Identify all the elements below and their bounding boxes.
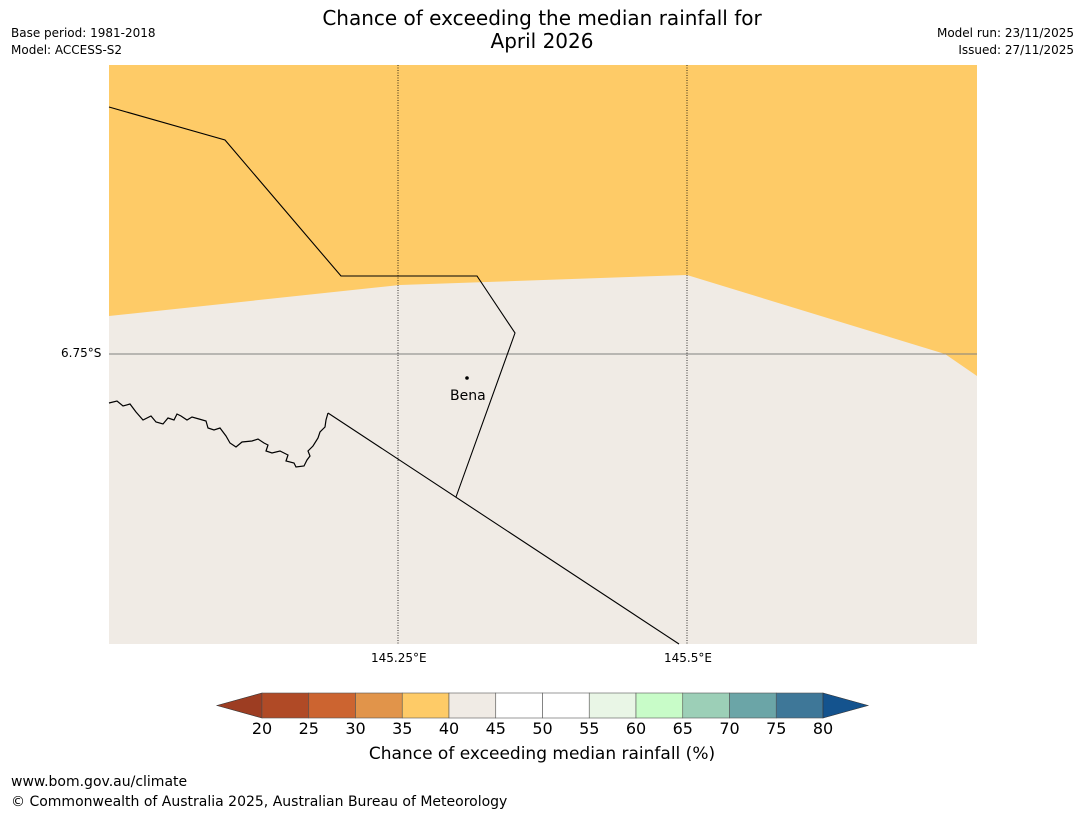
- colorbar-segment-50-55: [542, 692, 590, 719]
- colorbar-tick-25: 25: [298, 719, 319, 738]
- place-label-bena: Bena: [450, 388, 486, 404]
- colorbar-tick-45: 45: [485, 719, 506, 738]
- colorbar-segment-75-80: [775, 692, 824, 719]
- colorbar-tick-75: 75: [766, 719, 787, 738]
- colorbar-extend-over: [822, 692, 870, 719]
- colorbar-segment-60-65: [635, 692, 684, 719]
- colorbar-segment-25-30: [308, 692, 356, 719]
- province-border-south: [327, 412, 680, 645]
- lon-label-145-5: 145.5°E: [664, 651, 712, 665]
- footer-url[interactable]: www.bom.gov.au/climate: [11, 774, 188, 790]
- lat-label-6-75: 6.75°S: [61, 346, 102, 360]
- model-run: Model run: 23/11/2025: [936, 26, 1074, 40]
- title-line-1: Chance of exceeding the median rainfall …: [322, 6, 762, 30]
- colorbar-segments: [215, 692, 870, 719]
- colorbar-segment-70-75: [729, 692, 777, 719]
- colorbar-segment-35-40: [401, 692, 450, 719]
- colorbar-segment-45-50: [495, 692, 543, 719]
- issued-date: Issued: 27/11/2025: [958, 43, 1074, 57]
- title-line-2: April 2026: [490, 29, 594, 53]
- province-border-north: [108, 106, 516, 498]
- colorbar-extend-under: [215, 692, 263, 719]
- colorbar-segment-55-60: [588, 692, 637, 719]
- colorbar-tick-65: 65: [672, 719, 693, 738]
- coastline: [108, 400, 329, 468]
- meta-right: Model run: 23/11/2025 Issued: 27/11/2025: [937, 25, 1074, 59]
- colorbar-tick-30: 30: [345, 719, 366, 738]
- footer-copyright: © Commonwealth of Australia 2025, Austra…: [11, 794, 508, 810]
- probability-band-35-40: [109, 65, 977, 376]
- colorbar-tick-55: 55: [579, 719, 600, 738]
- model-name: Model: ACCESS-S2: [11, 43, 123, 57]
- colorbar-tick-35: 35: [392, 719, 413, 738]
- colorbar-tick-50: 50: [532, 719, 553, 738]
- colorbar-tick-70: 70: [719, 719, 740, 738]
- colorbar-segment-65-70: [682, 692, 730, 719]
- lon-label-145-25: 145.25°E: [371, 651, 427, 665]
- colorbar-tick-60: 60: [625, 719, 647, 738]
- colorbar-tick-20: 20: [251, 719, 273, 738]
- colorbar-tick-80: 80: [812, 719, 834, 738]
- base-period: Base period: 1981-2018: [11, 26, 156, 40]
- meta-left: Base period: 1981-2018 Model: ACCESS-S2: [11, 25, 156, 59]
- colorbar-segment-20-25: [261, 692, 310, 719]
- colorbar-tick-40: 40: [438, 719, 460, 738]
- colorbar-title: Chance of exceeding median rainfall (%): [368, 744, 716, 764]
- chart-title: Chance of exceeding the median rainfall …: [242, 7, 842, 53]
- colorbar-segment-40-45: [448, 692, 497, 719]
- place-marker-bena: [465, 376, 469, 380]
- colorbar-segment-30-35: [355, 692, 403, 719]
